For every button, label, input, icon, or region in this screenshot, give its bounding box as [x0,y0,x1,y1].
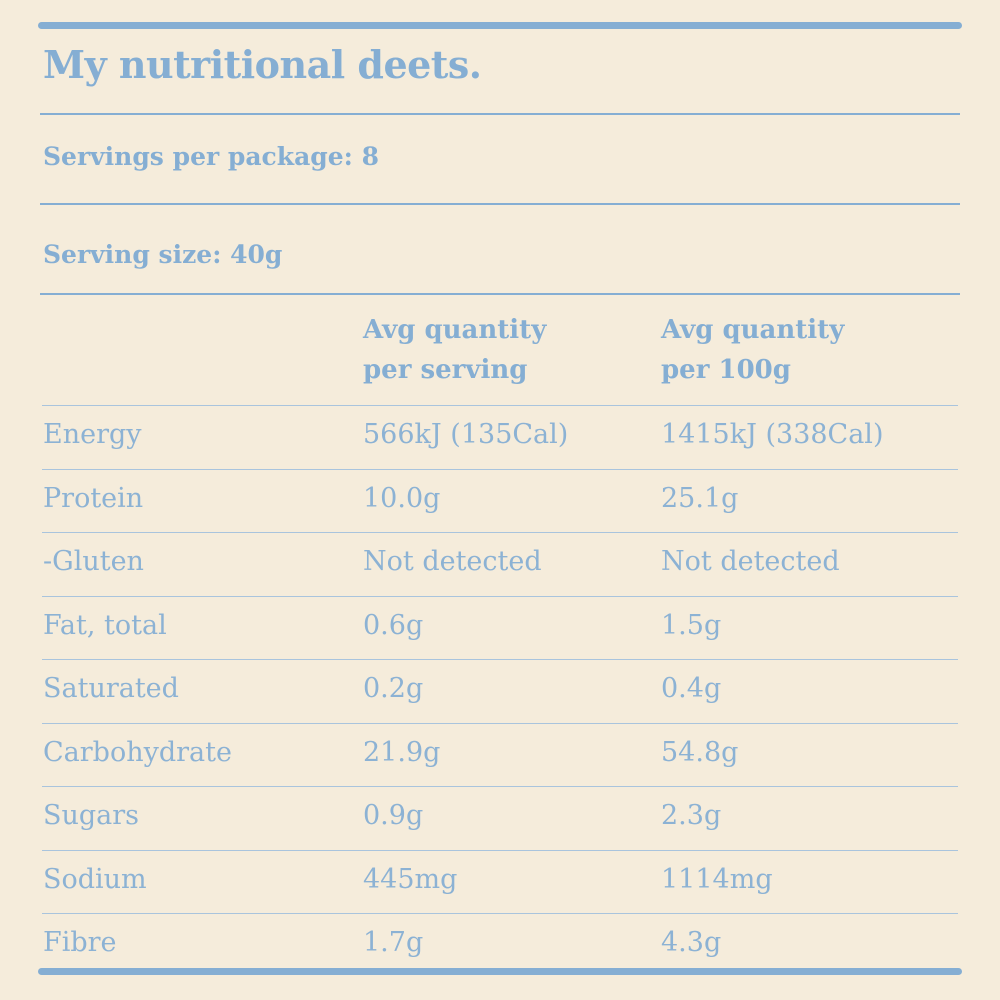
cell-value: 0.9g [363,800,424,831]
row-divider [42,786,958,787]
cell-value: 1.5g [661,609,722,641]
row-divider [42,913,958,914]
cell-value: 4.3g [661,927,722,958]
row-divider [42,468,958,470]
cell-value: 445mg [363,863,458,895]
cell-value: 1.7g [363,927,424,958]
cell-value: 21.9g [363,736,441,768]
cell-value: 25.1g [661,482,739,514]
title: My nutritional deets. [43,42,482,87]
nutrient-name: Saturated [43,673,179,704]
cell-value: 1415kJ (338Cal) [661,419,884,450]
nutrient-name: Protein [43,482,144,514]
serving-size: Serving size: 40g [43,240,283,269]
column-header: Avg quantity per serving [363,315,547,385]
nutrient-name: Carbohydrate [43,736,232,768]
cell-value: 1114mg [661,863,773,895]
rule [40,293,960,295]
servings-per-package: Servings per package: 8 [43,142,379,171]
cell-value: 0.2g [363,673,424,704]
cell-value: 0.4g [661,673,722,704]
nutrient-name: -Gluten [43,546,144,577]
cell-value: Not detected [363,546,542,577]
column-header: Avg quantity per 100g [661,315,845,385]
nutrient-name: Energy [43,419,142,450]
rule [40,113,960,115]
rule [40,203,960,205]
nutrient-name: Sugars [43,800,140,831]
cell-value: 54.8g [661,736,739,768]
row-divider [42,659,958,660]
nutrient-name: Fibre [43,927,117,958]
cell-value: Not detected [661,546,840,577]
row-divider [42,722,958,724]
cell-value: 0.6g [363,609,424,641]
row-divider [42,532,958,533]
cell-value: 2.3g [661,800,722,831]
nutrient-name: Fat, total [43,609,167,641]
cell-value: 566kJ (135Cal) [363,419,569,450]
row-divider [42,595,958,597]
bottom-rule [38,968,962,975]
row-divider [42,849,958,851]
cell-value: 10.0g [363,482,441,514]
row-divider [42,405,958,406]
nutrient-name: Sodium [43,863,147,895]
top-rule [38,22,962,29]
